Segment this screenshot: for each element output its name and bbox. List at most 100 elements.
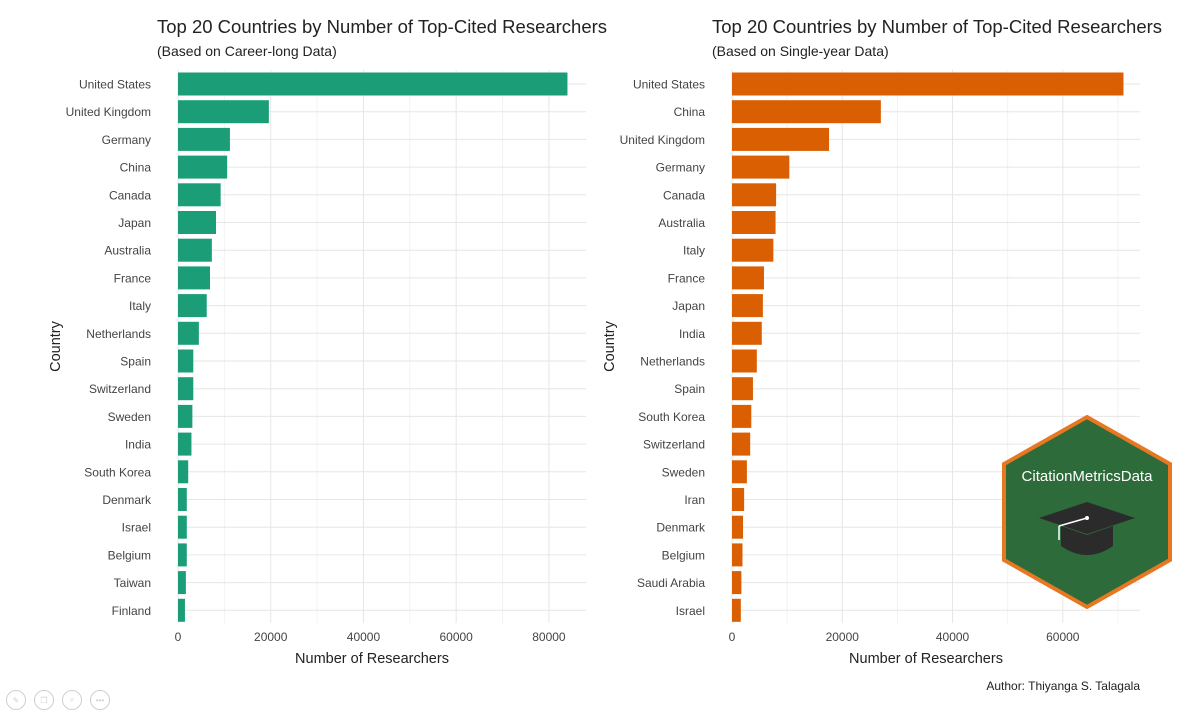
single-bar <box>732 211 776 234</box>
career-y-tick-label: Germany <box>102 133 151 147</box>
single-x-tick-label: 40000 <box>936 630 970 644</box>
career-bar <box>178 432 192 456</box>
single-y-tick-label: Italy <box>683 244 705 258</box>
career-y-tick-label: United States <box>79 78 151 92</box>
citationmetricsdata-badge: CitationMetricsData <box>1001 414 1173 610</box>
zoom-icon[interactable]: ⌕ <box>62 690 82 710</box>
single-y-tick-label: Japan <box>672 299 705 313</box>
career-x-tick-label: 60000 <box>439 630 473 644</box>
single-bar <box>732 515 744 539</box>
single-bar <box>732 432 751 456</box>
badge-text: CitationMetricsData <box>1022 468 1154 485</box>
career-bar <box>178 72 568 96</box>
career-y-axis-label: Country <box>48 320 64 372</box>
single-x-tick-label: 0 <box>729 630 736 644</box>
career-y-tick-label: Belgium <box>108 548 151 562</box>
graduation-cap-icon <box>1039 502 1135 555</box>
career-bar <box>178 488 187 511</box>
single-y-tick-label: Belgium <box>662 548 705 562</box>
single-bar <box>732 460 747 484</box>
career-y-tick-label: Sweden <box>108 410 151 424</box>
single-y-axis-label: Country <box>602 320 618 372</box>
career-y-tick-label: Switzerland <box>89 382 151 396</box>
single-bar <box>732 72 1124 96</box>
career-y-tick-label: Spain <box>120 355 151 369</box>
copy-icon[interactable]: ❐ <box>34 690 54 710</box>
single-bar <box>732 349 757 373</box>
single-bar <box>732 183 777 207</box>
single-chart-subtitle: (Based on Single-year Data) <box>712 43 889 59</box>
single-y-tick-label: Sweden <box>662 465 705 479</box>
career-bar <box>178 266 210 290</box>
single-y-tick-label: South Korea <box>638 410 705 424</box>
career-bar <box>178 377 194 401</box>
career-bar <box>178 183 221 207</box>
single-y-tick-label: Netherlands <box>640 355 705 369</box>
single-bar <box>732 321 762 345</box>
career-bar <box>178 294 207 318</box>
single-y-tick-label: Australia <box>658 216 705 230</box>
career-x-tick-label: 20000 <box>254 630 288 644</box>
career-bar <box>178 321 199 345</box>
author-credit: Author: Thiyanga S. Talagala <box>986 679 1140 693</box>
single-bar <box>732 238 774 262</box>
single-y-tick-label: China <box>674 105 706 119</box>
career-y-tick-label: Taiwan <box>114 576 151 590</box>
single-x-axis-label: Number of Researchers <box>849 651 1003 667</box>
career-y-tick-label: Canada <box>109 188 151 202</box>
career-bar <box>178 571 186 595</box>
single-y-tick-label: Switzerland <box>643 438 705 452</box>
career-y-tick-label: India <box>125 438 151 452</box>
career-y-tick-label: Finland <box>112 604 151 618</box>
more-icon[interactable]: ••• <box>90 690 110 710</box>
career-bar <box>178 460 189 484</box>
single-bar <box>732 127 830 151</box>
career-y-tick-label: United Kingdom <box>66 105 151 119</box>
single-y-tick-label: Israel <box>676 604 705 618</box>
single-y-tick-label: Germany <box>656 161 705 175</box>
pencil-icon[interactable]: ✎ <box>6 690 26 710</box>
career-y-tick-label: Netherlands <box>86 327 151 341</box>
career-bar <box>178 515 187 539</box>
career-bar <box>178 127 230 151</box>
single-y-tick-label: Denmark <box>656 521 706 535</box>
single-bar <box>732 266 764 290</box>
single-bar <box>732 155 790 179</box>
career-bar <box>178 238 212 262</box>
career-y-tick-label: China <box>120 161 152 175</box>
single-bar <box>732 571 742 595</box>
career-bar <box>178 349 194 373</box>
single-bar <box>732 404 752 428</box>
career-bar <box>178 404 193 428</box>
career-bar <box>178 598 185 622</box>
career-y-tick-label: Israel <box>122 521 151 535</box>
single-y-tick-label: Canada <box>663 188 705 202</box>
career-y-tick-label: Japan <box>118 216 151 230</box>
career-bar <box>178 100 269 124</box>
single-bar <box>732 294 763 318</box>
single-bar <box>732 100 881 124</box>
single-bar <box>732 598 741 622</box>
single-y-tick-label: Spain <box>674 382 705 396</box>
career-x-tick-label: 0 <box>175 630 182 644</box>
single-y-tick-label: India <box>679 327 705 341</box>
single-y-tick-label: Saudi Arabia <box>637 576 705 590</box>
career-x-tick-label: 40000 <box>347 630 381 644</box>
career-bar <box>178 211 217 234</box>
career-x-tick-label: 80000 <box>532 630 566 644</box>
career-y-tick-label: France <box>114 271 152 285</box>
single-y-tick-label: Iran <box>684 493 705 507</box>
career-y-tick-label: Italy <box>129 299 151 313</box>
single-y-tick-label: United Kingdom <box>620 133 705 147</box>
career-chart-title: Top 20 Countries by Number of Top-Cited … <box>157 16 607 37</box>
career-y-tick-label: Australia <box>104 244 151 258</box>
career-bar <box>178 543 187 567</box>
single-x-tick-label: 60000 <box>1046 630 1080 644</box>
career-y-tick-label: Denmark <box>102 493 152 507</box>
single-bar <box>732 543 743 567</box>
single-bar <box>732 377 753 401</box>
viewer-toolbar: ✎ ❐ ⌕ ••• <box>6 690 110 710</box>
single-bar <box>732 488 745 511</box>
career-chart-subtitle: (Based on Career-long Data) <box>157 43 337 59</box>
